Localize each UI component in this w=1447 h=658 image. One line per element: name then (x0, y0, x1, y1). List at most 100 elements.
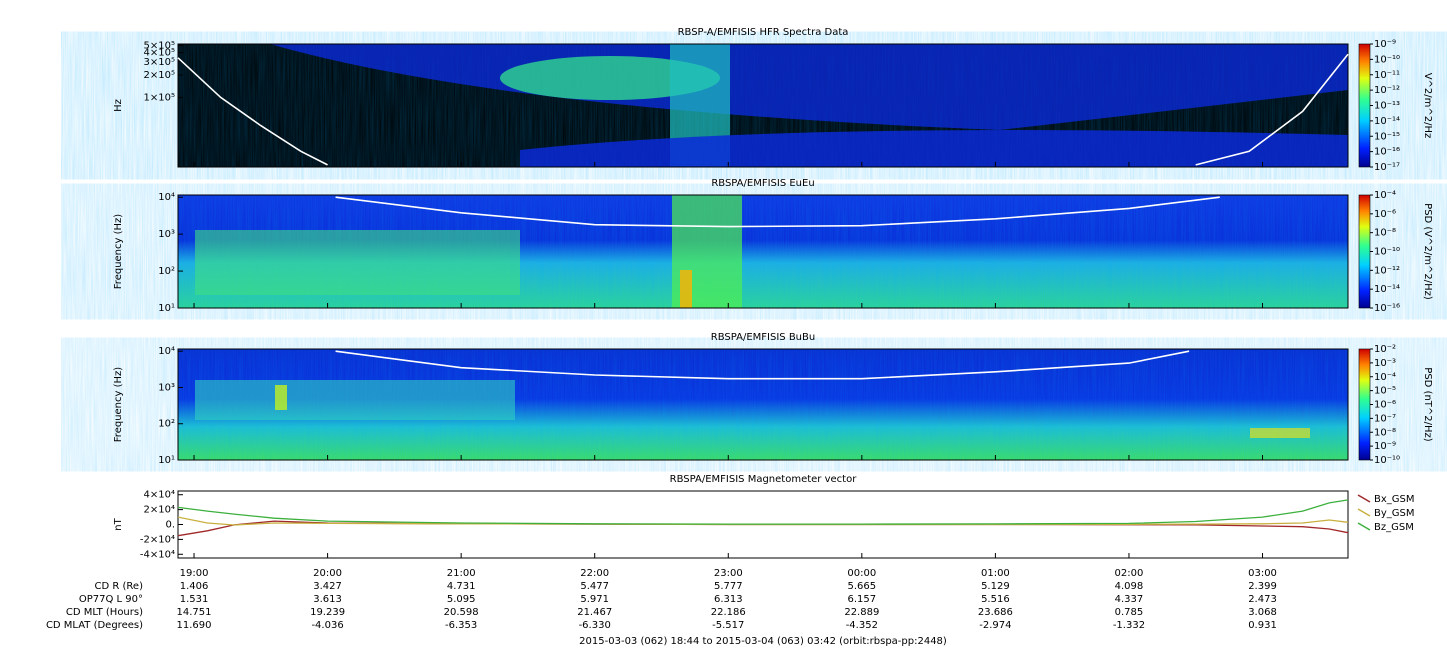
colorbar (1358, 43, 1371, 168)
ephemeris-value: 4.731 (447, 581, 476, 592)
ephemeris-value: -6.330 (579, 620, 611, 631)
y-axis-label: Hz (113, 99, 124, 112)
ephemeris-value: 1.531 (180, 594, 209, 605)
ephemeris-value: 5.665 (848, 581, 877, 592)
ephemeris-value: 3.613 (313, 594, 342, 605)
ephemeris-row-label: CD MLT (Hours) (66, 607, 143, 618)
legend-label: Bz_GSM (1374, 522, 1414, 533)
ephemeris-row-label: CD R (Re) (95, 581, 144, 592)
spectrogram-image (178, 44, 1348, 460)
ephemeris-value: 22.186 (711, 607, 746, 618)
ephemeris-value: 6.157 (848, 594, 877, 605)
x-tick-label: 22:00 (580, 568, 609, 579)
y-tick-label: 10⁴ (158, 346, 175, 357)
colorbar-tick-label: 10⁻⁵ (1374, 386, 1396, 397)
ephemeris-value: 5.971 (580, 594, 609, 605)
legend-swatch (1357, 508, 1371, 517)
ephemeris-value: 4.098 (1115, 581, 1144, 592)
ephemeris-value: 5.516 (981, 594, 1010, 605)
y-tick-label: 4×10⁴ (144, 490, 175, 501)
x-tick-label: 02:00 (1115, 568, 1144, 579)
y-tick-label: -4×10⁴ (140, 549, 175, 560)
y-axis-label: Frequency (Hz) (113, 367, 124, 443)
ephemeris-value: 5.477 (580, 581, 609, 592)
ephemeris-value: 1.406 (180, 581, 209, 592)
colorbar-tick-label: 10⁻⁹ (1374, 39, 1396, 50)
colorbar-tick-label: 10⁻¹¹ (1374, 70, 1400, 81)
ephemeris-value: 4.337 (1115, 594, 1144, 605)
ephemeris-row-label: OP77Q L 90° (79, 594, 143, 605)
colorbar-tick-label: 10⁻¹⁰ (1374, 455, 1400, 466)
ephemeris-value: -1.332 (1113, 620, 1145, 631)
y-tick-label: 2×10⁵ (144, 70, 175, 81)
series-line (177, 499, 1349, 525)
ephemeris-value: 11.690 (177, 620, 212, 631)
x-tick-label: 00:00 (847, 568, 876, 579)
colorbar-tick-label: 10⁻⁴ (1374, 372, 1396, 383)
colorbar-label: PSD (V^2/m^2/Hz) (1422, 203, 1433, 300)
ephemeris-value: 5.129 (981, 581, 1010, 592)
legend-swatch (1357, 522, 1371, 531)
colorbar-tick-label: 10⁻¹⁷ (1374, 162, 1400, 173)
legend-label: Bx_GSM (1374, 494, 1415, 505)
panel-title: RBSPA/EMFISIS BuBu (711, 332, 815, 343)
ephemeris-value: 0.785 (1115, 607, 1144, 618)
x-tick-label: 03:00 (1248, 568, 1277, 579)
x-tick-label: 23:00 (714, 568, 743, 579)
legend-swatch (1357, 494, 1371, 503)
ephemeris-value: 21.467 (577, 607, 612, 618)
plot-frame (177, 43, 1349, 168)
y-tick-label: 3×10⁵ (144, 57, 175, 68)
ephemeris-value: 19.239 (310, 607, 345, 618)
colorbar-tick-label: 10⁻¹² (1374, 265, 1400, 276)
colorbar-tick-label: 10⁻⁹ (1374, 441, 1396, 452)
ephemeris-value: 5.777 (714, 581, 743, 592)
ephemeris-value: -6.353 (445, 620, 477, 631)
colorbar-tick-label: 10⁻¹³ (1374, 101, 1400, 112)
colorbar-tick-label: 10⁻¹⁴ (1374, 116, 1400, 127)
colorbar-tick-label: 10⁻⁸ (1374, 427, 1396, 438)
ephemeris-value: 23.686 (978, 607, 1013, 618)
y-tick-label: 5×10⁵ (144, 40, 175, 51)
footer: 2015-03-03 (062) 18:44 to 2015-03-04 (06… (579, 636, 947, 647)
ephemeris-value: -2.974 (979, 620, 1011, 631)
ephemeris-value: 14.751 (177, 607, 212, 618)
y-tick-label: 10² (158, 266, 175, 277)
colorbar-tick-label: 10⁻¹⁰ (1374, 247, 1400, 258)
legend-label: By_GSM (1374, 508, 1415, 519)
ephemeris-value: -4.036 (311, 620, 343, 631)
colorbar (1358, 348, 1371, 461)
y-tick-label: 2×10⁴ (144, 505, 175, 516)
y-tick-label: -2×10⁴ (140, 534, 175, 545)
panel-title: RBSP-A/EMFISIS HFR Spectra Data (678, 27, 849, 38)
colorbar-tick-label: 10⁻¹⁶ (1374, 303, 1400, 314)
y-tick-label: 1×10⁵ (144, 92, 175, 103)
x-tick-label: 21:00 (447, 568, 476, 579)
ephemeris-value: 3.068 (1248, 607, 1277, 618)
ephemeris-value: 3.427 (313, 581, 342, 592)
panel-title: RBSPA/EMFISIS EuEu (711, 178, 814, 189)
plot-frame (177, 348, 1349, 461)
ephemeris-value: 2.399 (1248, 581, 1277, 592)
y-tick-label: 10² (158, 419, 175, 430)
ephemeris-value: 22.889 (844, 607, 879, 618)
colorbar-tick-label: 10⁻⁸ (1374, 228, 1396, 239)
colorbar-tick-label: 10⁻³ (1374, 358, 1396, 369)
y-axis-label: Frequency (Hz) (113, 214, 124, 290)
ephemeris-value: 2.473 (1248, 594, 1277, 605)
x-tick-label: 20:00 (313, 568, 342, 579)
colorbar-tick-label: 10⁻¹⁵ (1374, 131, 1400, 142)
x-tick-label: 19:00 (180, 568, 209, 579)
colorbar-tick-label: 10⁻¹⁶ (1374, 147, 1400, 158)
ephemeris-row-label: CD MLAT (Degrees) (46, 620, 143, 631)
colorbar-tick-label: 10⁻⁴ (1374, 190, 1396, 201)
colorbar-label: V^2/m^2/Hz (1422, 73, 1433, 139)
ephemeris-value: -5.517 (712, 620, 744, 631)
overlay-line (335, 196, 1220, 228)
colorbar (1358, 194, 1371, 309)
x-tick-label: 01:00 (981, 568, 1010, 579)
y-tick-label: 10¹ (158, 303, 175, 314)
y-tick-label: 4×10⁵ (144, 48, 175, 59)
